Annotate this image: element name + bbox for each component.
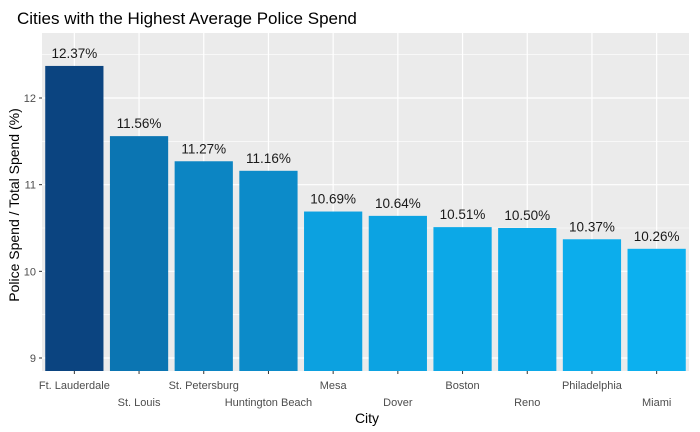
x-tick-label: St. Louis — [118, 397, 161, 409]
x-tick-label: Huntington Beach — [225, 397, 312, 409]
bar — [562, 239, 622, 371]
data-label: 10.50% — [504, 208, 550, 223]
bar — [627, 248, 686, 371]
x-tick-label: Miami — [642, 397, 671, 409]
data-label: 10.51% — [440, 207, 486, 222]
y-tick-label: 12 — [24, 93, 36, 105]
bars — [45, 65, 686, 371]
bar — [304, 211, 363, 371]
x-tick-label: Dover — [383, 397, 413, 409]
data-label: 10.37% — [569, 219, 615, 234]
data-label: 10.64% — [375, 196, 421, 211]
y-axis-title: Police Spend / Total Spend (%) — [6, 108, 22, 302]
data-labels: 12.37% 11.56% 11.27% 11.16% 10.69% 10.64% 10.5… — [51, 46, 679, 244]
chart-title: Cities with the Highest Average Police S… — [17, 9, 357, 28]
y-axis-ticks: 9 10 11 12 — [24, 93, 42, 365]
bar — [433, 227, 492, 371]
y-tick-label: 9 — [30, 353, 36, 365]
x-axis-ticks: Ft. Lauderdale St. Louis St. Petersburg Hun… — [39, 371, 671, 409]
x-tick-label: Ft. Lauderdale — [39, 380, 110, 392]
x-axis-title: City — [355, 410, 379, 426]
data-label: 11.16% — [246, 151, 291, 166]
x-tick-label: Boston — [445, 380, 479, 392]
x-tick-label: Reno — [514, 397, 540, 409]
x-tick-label: St. Petersburg — [169, 380, 239, 392]
bar — [239, 170, 298, 371]
bar — [45, 65, 104, 371]
x-tick-label: Mesa — [320, 380, 348, 392]
bar — [109, 136, 169, 371]
bar — [174, 161, 233, 371]
y-tick-label: 11 — [25, 180, 36, 192]
data-label: 11.56% — [117, 116, 162, 131]
y-tick-label: 10 — [24, 266, 36, 278]
bar — [498, 228, 557, 371]
data-label: 11.27% — [181, 141, 226, 156]
data-label: 12.37% — [51, 46, 97, 61]
data-label: 10.69% — [310, 192, 356, 207]
data-label: 10.26% — [634, 229, 680, 244]
x-tick-label: Philadelphia — [562, 380, 623, 392]
bar — [368, 215, 427, 371]
